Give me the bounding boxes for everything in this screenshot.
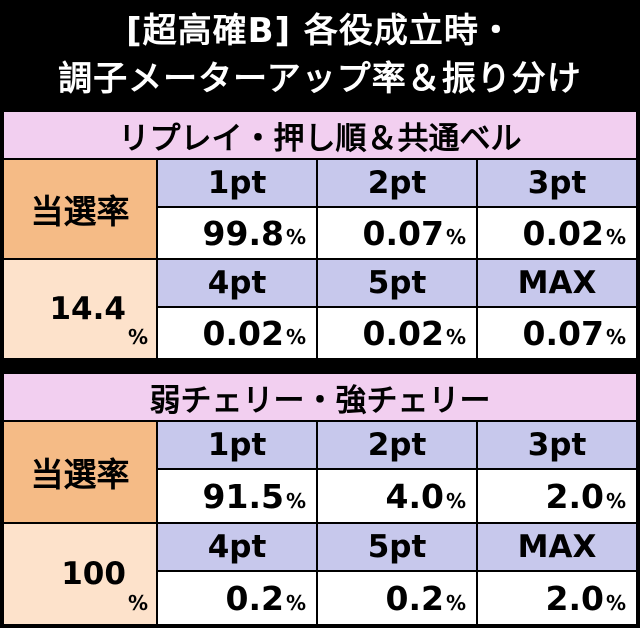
title-line-1: [超高確B] 各役成立時・ xyxy=(126,11,514,51)
pt-header: MAX xyxy=(478,260,636,306)
pt-header: 2pt xyxy=(318,422,476,468)
pt-value: 0.2% xyxy=(158,572,316,624)
pt-header: 1pt xyxy=(158,160,316,206)
win-rate-label: 当選率 xyxy=(4,422,156,522)
pt-header: 1pt xyxy=(158,422,316,468)
pt-header: 5pt xyxy=(318,260,476,306)
pt-value: 0.02% xyxy=(318,308,476,358)
pt-value: 0.07% xyxy=(478,308,636,358)
pt-header: 5pt xyxy=(318,524,476,570)
pt-value: 0.07% xyxy=(318,208,476,258)
pt-value: 0.2% xyxy=(318,572,476,624)
pt-value: 99.8% xyxy=(158,208,316,258)
win-rate-value: 14.4% xyxy=(4,260,156,358)
win-rate-label: 当選率 xyxy=(4,160,156,258)
pt-header: 3pt xyxy=(478,160,636,206)
pt-header: 4pt xyxy=(158,260,316,306)
pt-header: 4pt xyxy=(158,524,316,570)
pt-header: 3pt xyxy=(478,422,636,468)
pt-value: 0.02% xyxy=(158,308,316,358)
pt-header: MAX xyxy=(478,524,636,570)
title-line-2: 調子メーターアップ率＆振り分け xyxy=(58,59,582,99)
pt-value: 2.0% xyxy=(478,470,636,522)
pt-value: 91.5% xyxy=(158,470,316,522)
pt-value: 0.02% xyxy=(478,208,636,258)
pt-value: 4.0% xyxy=(318,470,476,522)
section-header: 弱チェリー・強チェリー xyxy=(4,374,636,420)
page-title: [超高確B] 各役成立時・ 調子メーターアップ率＆振り分け xyxy=(0,0,640,110)
win-rate-value: 100% xyxy=(4,524,156,624)
pt-header: 2pt xyxy=(318,160,476,206)
pt-value: 2.0% xyxy=(478,572,636,624)
section-header: リプレイ・押し順＆共通ベル xyxy=(4,112,636,158)
